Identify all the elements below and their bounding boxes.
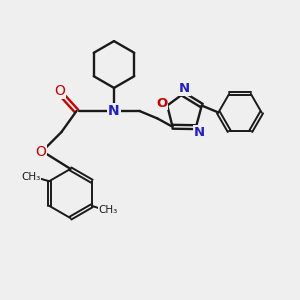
Text: O: O <box>55 84 65 98</box>
Text: CH₃: CH₃ <box>22 172 41 182</box>
Text: O: O <box>36 145 46 158</box>
Text: CH₃: CH₃ <box>99 205 118 215</box>
Text: O: O <box>157 97 168 110</box>
Text: N: N <box>108 104 120 118</box>
Text: N: N <box>194 126 205 139</box>
Text: N: N <box>179 82 190 95</box>
